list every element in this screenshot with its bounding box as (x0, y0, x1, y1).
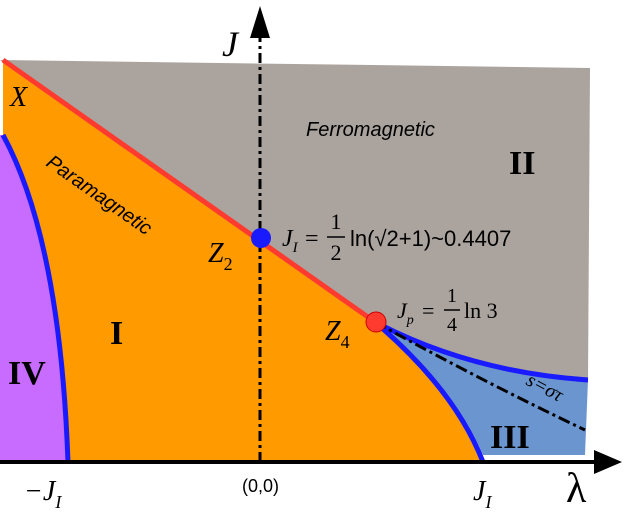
x-left-label: −JI (24, 476, 62, 512)
ji-den: 2 (331, 240, 342, 265)
dual-curve (374, 320, 586, 432)
ji-sub: I (292, 240, 299, 256)
x-right-sub: I (484, 492, 492, 512)
ji-num: 1 (331, 209, 342, 234)
ferromagnetic-label: Ferromagnetic (306, 119, 435, 141)
boundary-left (0, 133, 71, 463)
x-arrow (594, 450, 622, 474)
jp-num: 1 (447, 285, 457, 307)
x-right-main: J (473, 476, 487, 507)
ji-rest: ln(√2+1)~0.4407 (350, 226, 511, 251)
region-three (375, 322, 588, 455)
jp-symbol: Jp (397, 298, 414, 328)
y-arrow (250, 6, 270, 38)
region-one-label: I (110, 315, 123, 352)
jp-sub: p (406, 313, 414, 328)
jp-eq: = (422, 298, 434, 323)
region-four (0, 135, 68, 462)
boundary-lower (373, 320, 486, 463)
x-right-label: JI (473, 476, 492, 512)
point-z2-label: Z2 (208, 238, 233, 274)
region-paramagnetic (3, 60, 483, 462)
ji-symbol: JI (282, 226, 299, 256)
z2-main: Z (208, 238, 224, 269)
point-z4-label: Z4 (325, 316, 350, 352)
y-label: J (222, 24, 240, 64)
region-four-label: IV (8, 355, 46, 392)
x-label: λ (566, 466, 587, 512)
ji-main: J (282, 226, 294, 252)
point-z4 (365, 311, 387, 333)
point-z2 (251, 228, 271, 248)
jp-rest: ln 3 (464, 298, 498, 323)
point-x-label: X (9, 82, 28, 113)
jp-den: 4 (447, 314, 457, 336)
region-three-label: III (490, 419, 530, 456)
boundary-red (1, 57, 377, 325)
region-ferromagnetic (0, 60, 590, 380)
z2-sub: 2 (224, 254, 233, 274)
ji-eq: = (305, 226, 319, 252)
z4-main: Z (325, 316, 341, 347)
region-two-label: II (509, 145, 535, 182)
x-left-sub: I (54, 492, 62, 512)
z4-sub: 4 (341, 332, 350, 352)
jp-main: J (397, 298, 408, 323)
origin-label: (0,0) (242, 476, 279, 496)
x-left-main: −J (24, 476, 57, 507)
